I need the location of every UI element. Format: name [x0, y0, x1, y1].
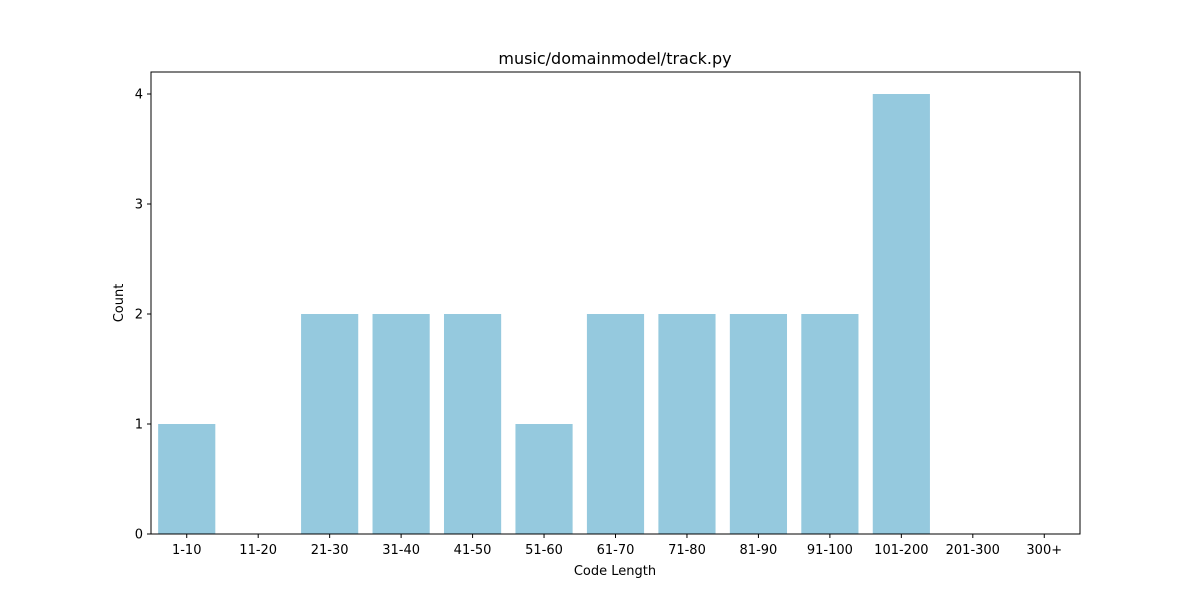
x-tick-label: 11-20	[239, 543, 277, 558]
bar-41-50	[443, 314, 502, 534]
x-tick-label: 61-70	[597, 543, 635, 558]
bar-71-80	[658, 314, 716, 534]
x-tick-label: 51-60	[525, 543, 563, 558]
x-axis-ticks: 1-10 11-20 21-30 31-40 41-50 51-60 61-70 71-80 8…	[172, 534, 1062, 558]
x-tick-label: 21-30	[311, 543, 349, 558]
x-tick-label: 201-300	[946, 543, 1000, 558]
bar-1-10	[158, 424, 216, 534]
bar-61-70	[586, 314, 645, 534]
bar-31-40	[372, 314, 430, 534]
bar-81-90	[729, 314, 788, 534]
x-tick-label: 31-40	[382, 543, 420, 558]
x-tick-label: 91-100	[807, 543, 853, 558]
x-axis-label: Code Length	[574, 564, 656, 579]
bar-91-100	[801, 314, 859, 534]
y-tick-label: 4	[135, 88, 143, 103]
bar-51-60	[515, 424, 573, 534]
y-axis-ticks: 0 1 2 3 4	[135, 88, 151, 543]
x-tick-label: 71-80	[668, 543, 706, 558]
y-tick-label: 0	[135, 528, 143, 543]
y-tick-label: 1	[135, 418, 143, 433]
x-tick-label: 81-90	[740, 543, 778, 558]
x-tick-label: 41-50	[454, 543, 492, 558]
x-tick-label: 101-200	[874, 543, 928, 558]
x-tick-label: 300+	[1026, 543, 1062, 558]
plot-frame	[150, 71, 1081, 535]
x-tick-label: 1-10	[172, 543, 202, 558]
y-tick-label: 3	[135, 198, 143, 213]
y-tick-label: 2	[135, 308, 143, 323]
y-axis-label: Count	[112, 284, 127, 323]
chart-title: music/domainmodel/track.py	[498, 49, 731, 68]
bar-101-200	[872, 94, 930, 534]
bars-group	[158, 94, 930, 534]
bar-21-30	[301, 314, 359, 534]
